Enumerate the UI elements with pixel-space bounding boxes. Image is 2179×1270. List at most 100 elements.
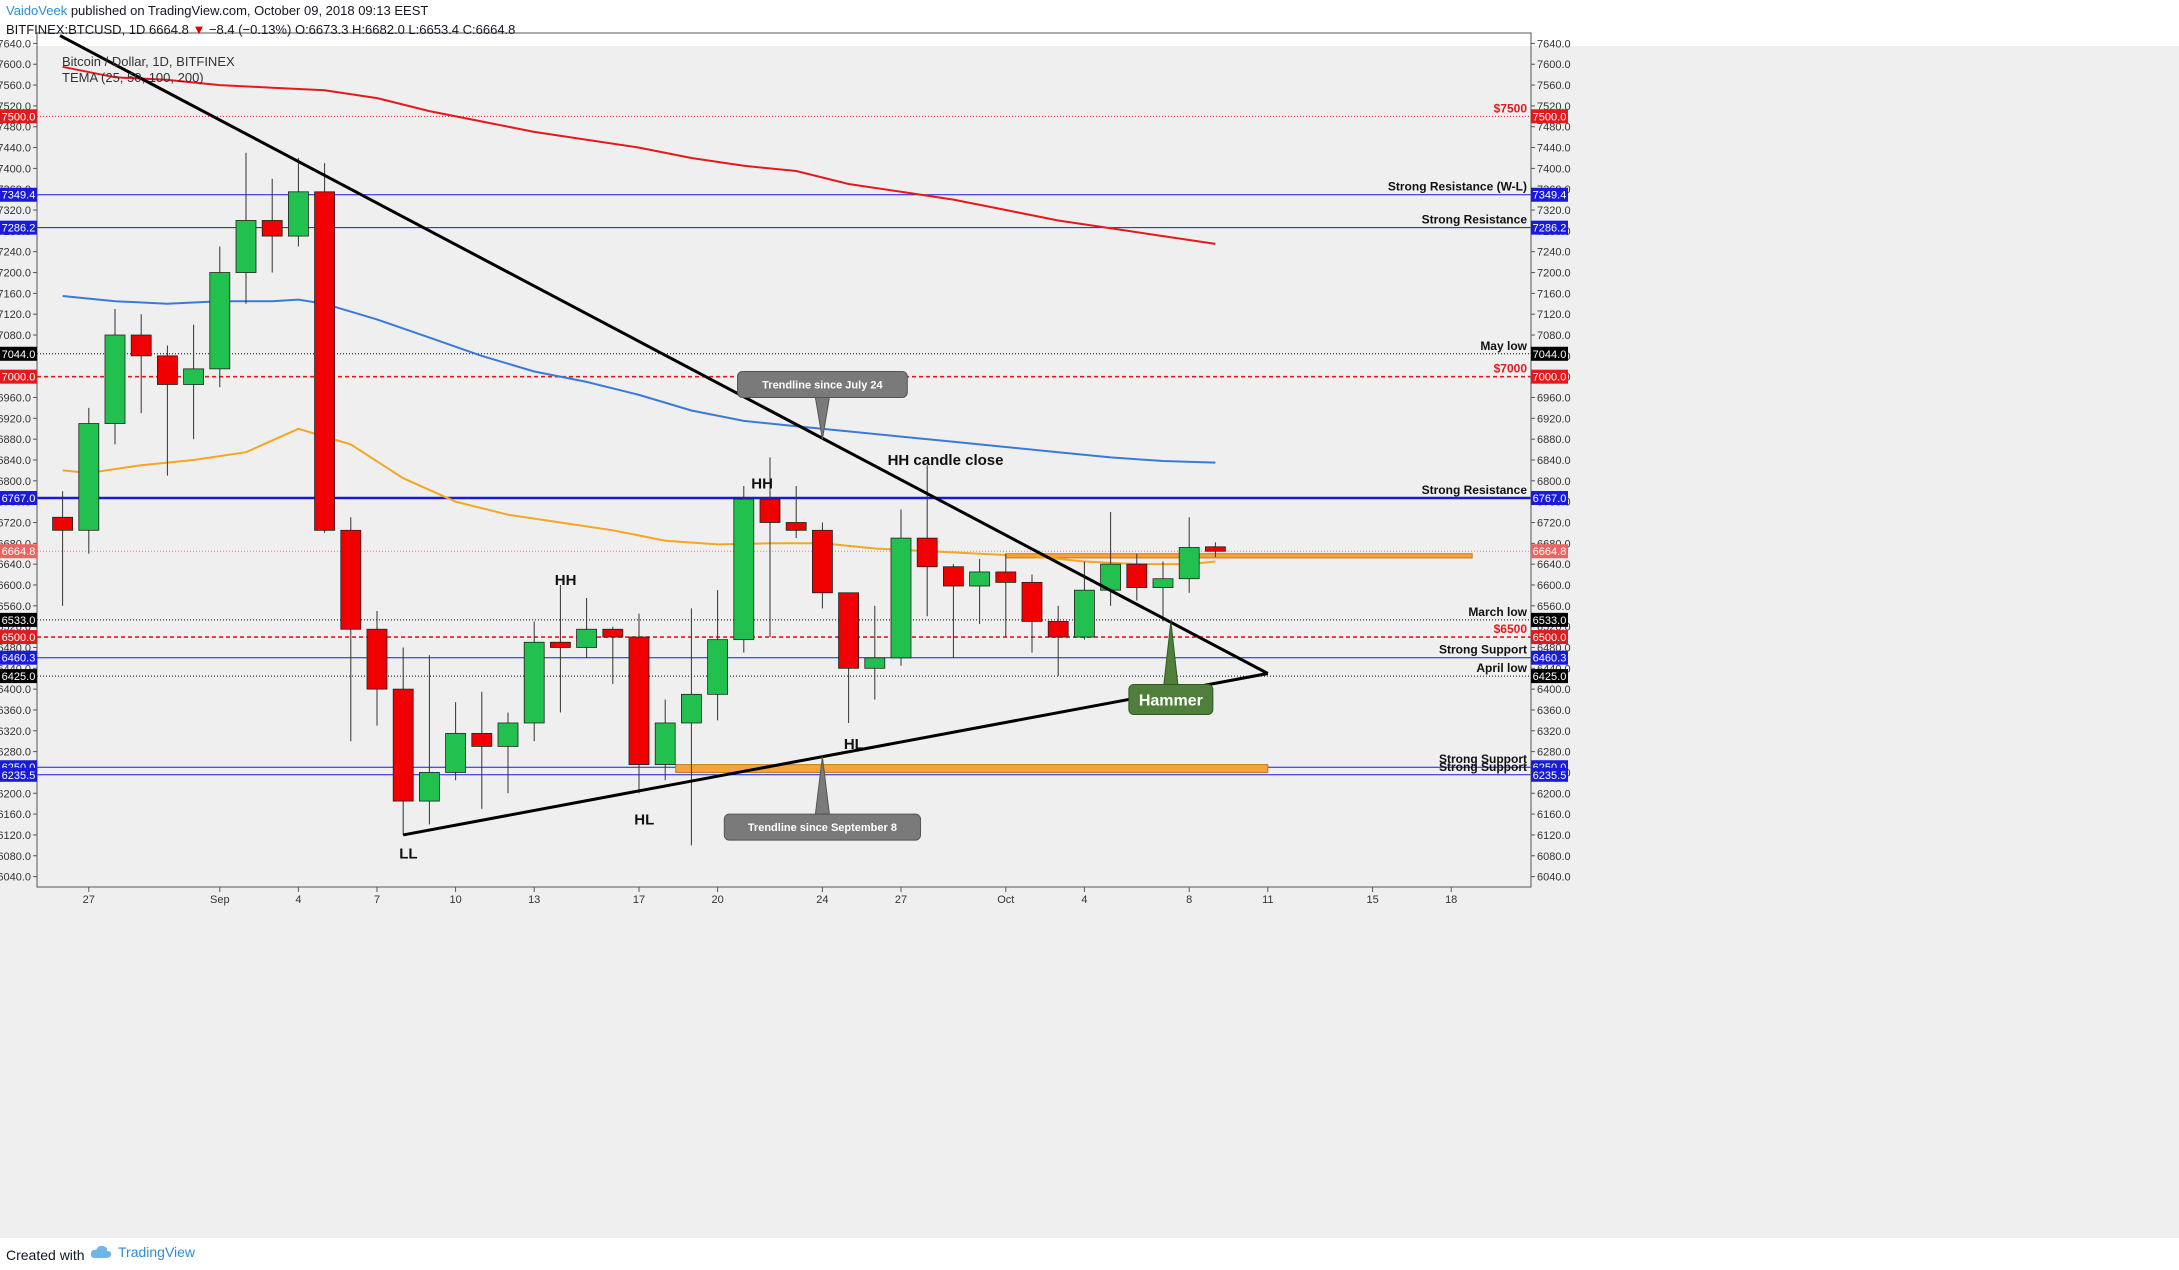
y-tick-label-left: 7600.0 <box>0 59 31 71</box>
trendline <box>402 672 1269 837</box>
y-tick-label-left: 6400.0 <box>0 684 31 696</box>
candle-body[interactable] <box>916 537 938 568</box>
candle-body[interactable] <box>1047 621 1069 638</box>
y-tick-label-right: 6840.0 <box>1537 455 1571 467</box>
price-levels: $7500 Strong Resistance (W-L) Strong Resis… <box>37 101 1531 776</box>
candle-body[interactable] <box>733 498 755 641</box>
candle-body[interactable] <box>78 423 100 531</box>
candle-body[interactable] <box>1126 563 1148 588</box>
candle-body[interactable] <box>523 641 545 724</box>
candle-body[interactable] <box>183 368 205 385</box>
candle-body[interactable] <box>628 636 650 766</box>
candle-body[interactable] <box>943 566 964 587</box>
tradingview-link[interactable]: TradingView <box>90 1244 195 1260</box>
candle-body[interactable] <box>576 628 597 648</box>
candle-body[interactable] <box>1152 578 1174 588</box>
y-tick-label-left: 6880.0 <box>0 434 31 446</box>
candle-body[interactable] <box>261 220 283 237</box>
y-tick-label-right: 6320.0 <box>1537 726 1571 738</box>
candle-body[interactable] <box>366 628 388 690</box>
price-change: −8.4 (−0.13%) <box>208 22 292 37</box>
y-tick-label-right: 6040.0 <box>1537 872 1571 884</box>
x-tick-label: 24 <box>816 894 828 906</box>
candle-body[interactable] <box>340 529 362 630</box>
price-badge-right <box>1531 220 1568 235</box>
y-tick-label-right: 6960.0 <box>1537 393 1571 405</box>
chart-annotation: LL <box>399 845 417 862</box>
published-text: published on TradingView.com, October 09… <box>67 3 429 18</box>
trendline <box>59 34 1269 675</box>
price-badge-right <box>1531 650 1568 665</box>
y-tick-label-right: 6640.0 <box>1537 559 1571 571</box>
price-badge-text: 6235.5 <box>1533 770 1567 782</box>
tema-line-100 <box>62 295 1216 464</box>
candle-body[interactable] <box>52 516 73 531</box>
candle-body[interactable] <box>550 641 571 648</box>
y-tick-label-left: 7120.0 <box>0 309 31 321</box>
candle-body[interactable] <box>156 355 178 385</box>
candle-body[interactable] <box>995 571 1017 583</box>
price-badge-left <box>0 187 37 202</box>
candle-body[interactable] <box>418 772 440 802</box>
price-badge-text: 7044.0 <box>2 349 36 361</box>
y-tick-label-left: 6920.0 <box>0 413 31 425</box>
candle-body[interactable] <box>209 272 231 370</box>
price-badge-left <box>0 767 37 782</box>
y-tick-label-right: 7240.0 <box>1537 247 1571 259</box>
candle-body[interactable] <box>445 732 467 773</box>
candle-body[interactable] <box>681 693 702 724</box>
candle-body[interactable] <box>969 571 990 587</box>
y-tick-label-right: 6920.0 <box>1537 413 1571 425</box>
price-badge-left <box>0 650 37 665</box>
candle-body[interactable] <box>314 191 336 531</box>
candle-body[interactable] <box>890 537 912 659</box>
price-badge-left <box>0 220 37 235</box>
price-badge-right <box>1531 369 1568 384</box>
y-tick-label-right: 6600.0 <box>1537 580 1571 592</box>
price-badge-text: 6767.0 <box>2 493 36 505</box>
tradingview-cloud-icon <box>90 1245 112 1258</box>
candle-body[interactable] <box>1074 589 1095 638</box>
y-tick-label-left: 6600.0 <box>0 580 31 592</box>
candle-body[interactable] <box>497 722 519 747</box>
price-badge-right <box>1531 767 1568 782</box>
candle-body[interactable] <box>471 732 493 747</box>
candle-body[interactable] <box>130 334 152 357</box>
price-level-label: $7000 <box>1494 362 1528 376</box>
candles[interactable] <box>52 152 1226 846</box>
candle-body[interactable] <box>1178 547 1200 580</box>
candle-body[interactable] <box>864 657 886 669</box>
candle-body[interactable] <box>654 722 676 766</box>
y-tick-label-left: 7240.0 <box>0 247 31 259</box>
candle-body[interactable] <box>602 628 624 638</box>
candle-body[interactable] <box>1021 581 1043 622</box>
candle-body[interactable] <box>392 688 414 802</box>
author-link[interactable]: VaidoVeek <box>6 3 68 18</box>
trendline-callout: Trendline since July 24 <box>737 370 908 440</box>
candle-body[interactable] <box>812 529 833 594</box>
candle-body[interactable] <box>785 522 807 531</box>
price-badge-text: 6500.0 <box>1533 632 1567 644</box>
ohlc-values: O:6673.3 H:6682.0 L:6653.4 C:6664.8 <box>294 22 516 37</box>
y-tick-label-left: 6720.0 <box>0 517 31 529</box>
y-tick-label-left: 6200.0 <box>0 788 31 800</box>
callout-box <box>737 370 908 398</box>
candle-body[interactable] <box>707 639 728 695</box>
chart-annotation: HH <box>751 476 773 493</box>
y-tick-label-right: 7120.0 <box>1537 309 1571 321</box>
candle-body[interactable] <box>235 220 257 273</box>
candle-body[interactable] <box>287 191 309 237</box>
tema-line-200 <box>62 65 1216 245</box>
candle-body[interactable] <box>759 498 781 523</box>
candle-body[interactable] <box>104 334 126 424</box>
y-tick-label-right: 6720.0 <box>1537 517 1571 529</box>
y-tick-label-left: 6840.0 <box>0 455 31 467</box>
x-tick-label: 10 <box>449 894 461 906</box>
y-tick-label-right: 6200.0 <box>1537 788 1571 800</box>
y-tick-label-right: 6800.0 <box>1537 476 1571 488</box>
price-badge-left <box>0 612 37 627</box>
candle-body[interactable] <box>1205 546 1226 552</box>
price-badge-text: 6425.0 <box>2 671 36 683</box>
candle-body[interactable] <box>838 592 859 669</box>
